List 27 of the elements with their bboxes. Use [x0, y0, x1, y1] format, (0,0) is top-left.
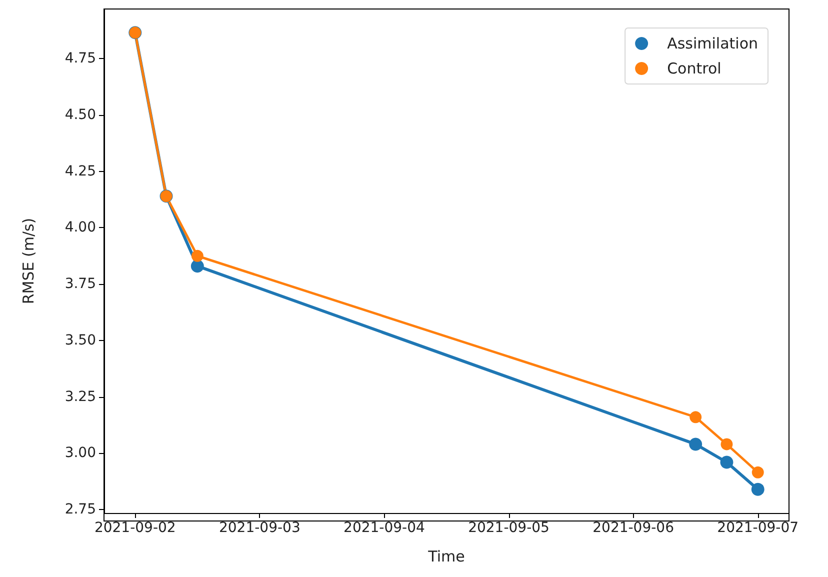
y-tick-label: 4.75: [64, 50, 96, 67]
point: [751, 482, 764, 496]
point: [190, 260, 204, 273]
y-tick-label: 3.75: [64, 276, 96, 292]
y-tick-label: 4.50: [64, 106, 96, 123]
point: [720, 456, 734, 469]
y-tick-label: 3.25: [64, 388, 96, 405]
y-tick-label: 3.50: [64, 332, 96, 348]
point: [720, 438, 733, 450]
legend-label: Assimilation: [667, 34, 758, 52]
y-tick-label: 4.25: [64, 163, 96, 180]
point: [752, 466, 764, 478]
y-axis-title: RMSE (m/s): [20, 218, 38, 304]
point: [690, 411, 702, 424]
point: [689, 438, 702, 451]
legend-label: Control: [667, 60, 722, 78]
y-tick-label: 3.00: [64, 445, 96, 462]
x-tick-label: 2021-09-03: [218, 520, 300, 536]
x-axis-title: Time: [427, 548, 465, 566]
x-tick-label: 2021-09-04: [344, 520, 425, 536]
y-tick-label: 2.75: [64, 502, 96, 518]
point: [191, 250, 204, 262]
x-tick-label: 2021-09-07: [717, 520, 799, 536]
y-tick-label: 4.00: [64, 220, 96, 236]
x-tick-label: 2021-09-02: [94, 520, 176, 536]
x-tick-label: 2021-09-05: [468, 520, 550, 536]
x-tick-label: 2021-09-06: [592, 520, 674, 536]
